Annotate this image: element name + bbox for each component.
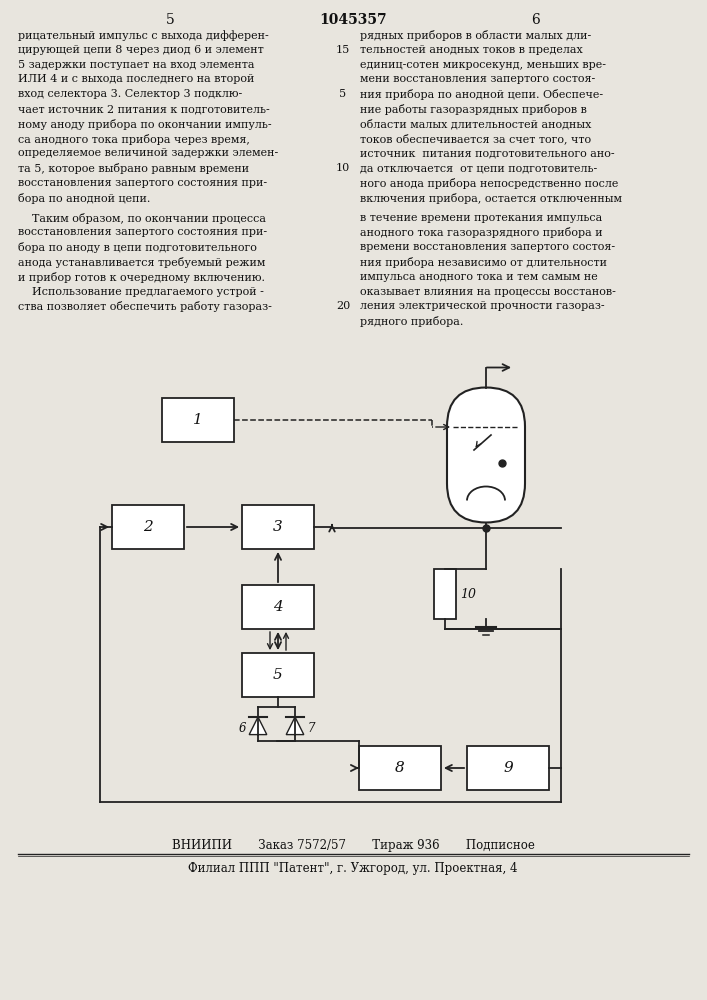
Text: 1: 1 [193, 413, 203, 427]
FancyBboxPatch shape [162, 398, 234, 442]
Text: ВНИИПИ       Заказ 7572/57       Тираж 936       Подписное: ВНИИПИ Заказ 7572/57 Тираж 936 Подписное [172, 839, 534, 852]
Text: вход селектора 3. Селектор 3 подклю-: вход селектора 3. Селектор 3 подклю- [18, 89, 243, 99]
Text: анодного тока газоразрядного прибора и: анодного тока газоразрядного прибора и [360, 227, 602, 238]
Text: 10: 10 [336, 163, 350, 173]
Text: ИЛИ 4 и с выхода последнего на второй: ИЛИ 4 и с выхода последнего на второй [18, 74, 255, 84]
Text: са анодного тока прибора через время,: са анодного тока прибора через время, [18, 134, 250, 145]
Text: ния прибора по анодной цепи. Обеспече-: ния прибора по анодной цепи. Обеспече- [360, 89, 603, 100]
Text: 10: 10 [460, 587, 476, 600]
Text: 6: 6 [238, 722, 246, 734]
Text: 5 задержки поступает на вход элемента: 5 задержки поступает на вход элемента [18, 60, 255, 70]
Text: импульса анодного тока и тем самым не: импульса анодного тока и тем самым не [360, 272, 597, 282]
Text: ние работы газоразрядных приборов в: ние работы газоразрядных приборов в [360, 104, 587, 115]
Text: ления электрической прочности газораз-: ления электрической прочности газораз- [360, 301, 604, 311]
Text: анода устанавливается требуемый режим: анода устанавливается требуемый режим [18, 257, 265, 268]
Text: 6: 6 [531, 13, 539, 27]
Text: и прибор готов к очередному включению.: и прибор готов к очередному включению. [18, 272, 265, 283]
Text: та 5, которое выбрано равным времени: та 5, которое выбрано равным времени [18, 163, 249, 174]
Polygon shape [249, 717, 267, 735]
Bar [434, 569, 456, 619]
Text: бора по аноду в цепи подготовительного: бора по аноду в цепи подготовительного [18, 242, 257, 253]
Text: оказывает влияния на процессы восстанов-: оказывает влияния на процессы восстанов- [360, 287, 616, 297]
FancyBboxPatch shape [467, 746, 549, 790]
Text: тельностей анодных токов в пределах: тельностей анодных токов в пределах [360, 45, 583, 55]
FancyBboxPatch shape [112, 505, 184, 549]
Text: Филиал ППП "Патент", г. Ужгород, ул. Проектная, 4: Филиал ППП "Патент", г. Ужгород, ул. Про… [188, 862, 518, 875]
Text: 5: 5 [165, 13, 175, 27]
Text: источник  питания подготовительного ано-: источник питания подготовительного ано- [360, 148, 614, 158]
Text: 20: 20 [336, 301, 350, 311]
Text: мени восстановления запертого состоя-: мени восстановления запертого состоя- [360, 74, 595, 84]
Text: ния прибора независимо от длительности: ния прибора независимо от длительности [360, 257, 607, 268]
Text: рядных приборов в области малых дли-: рядных приборов в области малых дли- [360, 30, 591, 41]
Text: 9: 9 [503, 761, 513, 775]
Text: 15: 15 [336, 45, 350, 55]
Text: ного анода прибора непосредственно после: ного анода прибора непосредственно после [360, 178, 619, 189]
Text: ному аноду прибора по окончании импуль-: ному аноду прибора по окончании импуль- [18, 119, 271, 130]
Text: ства позволяет обеспечить работу газораз-: ства позволяет обеспечить работу газораз… [18, 301, 272, 312]
Text: области малых длительностей анодных: области малых длительностей анодных [360, 119, 591, 129]
FancyBboxPatch shape [447, 387, 525, 522]
Polygon shape [286, 717, 304, 735]
Text: 2: 2 [143, 520, 153, 534]
Text: токов обеспечивается за счет того, что: токов обеспечивается за счет того, что [360, 134, 591, 144]
FancyBboxPatch shape [242, 653, 314, 697]
FancyBboxPatch shape [242, 505, 314, 549]
Text: 1045357: 1045357 [319, 13, 387, 27]
Text: чает источник 2 питания к подготовитель-: чает источник 2 питания к подготовитель- [18, 104, 270, 114]
Text: 5: 5 [273, 668, 283, 682]
FancyBboxPatch shape [359, 746, 441, 790]
FancyBboxPatch shape [242, 585, 314, 629]
Text: 8: 8 [395, 761, 405, 775]
Text: 3: 3 [273, 520, 283, 534]
Text: Использование предлагаемого устрой -: Использование предлагаемого устрой - [18, 287, 264, 297]
Text: да отключается  от цепи подготовитель-: да отключается от цепи подготовитель- [360, 163, 597, 173]
Text: времени восстановления запертого состоя-: времени восстановления запертого состоя- [360, 242, 615, 252]
Text: в течение времени протекания импульса: в течение времени протекания импульса [360, 213, 602, 223]
Text: рядного прибора.: рядного прибора. [360, 316, 463, 327]
Text: 4: 4 [273, 600, 283, 614]
Text: 7: 7 [308, 722, 315, 734]
Text: восстановления запертого состояния при-: восстановления запертого состояния при- [18, 227, 267, 237]
Text: включения прибора, остается отключенным: включения прибора, остается отключенным [360, 193, 622, 204]
Text: Таким образом, по окончании процесса: Таким образом, по окончании процесса [18, 213, 266, 224]
Text: 5: 5 [339, 89, 346, 99]
Text: определяемое величиной задержки элемен-: определяемое величиной задержки элемен- [18, 148, 279, 158]
Text: рицательный импульс с выхода дифферен-: рицательный импульс с выхода дифферен- [18, 30, 269, 41]
Text: бора по анодной цепи.: бора по анодной цепи. [18, 193, 151, 204]
Text: восстановления запертого состояния при-: восстановления запертого состояния при- [18, 178, 267, 188]
Text: единиц-сотен микросекунд, меньших вре-: единиц-сотен микросекунд, меньших вре- [360, 60, 606, 70]
Text: цирующей цепи 8 через диод 6 и элемент: цирующей цепи 8 через диод 6 и элемент [18, 45, 264, 55]
